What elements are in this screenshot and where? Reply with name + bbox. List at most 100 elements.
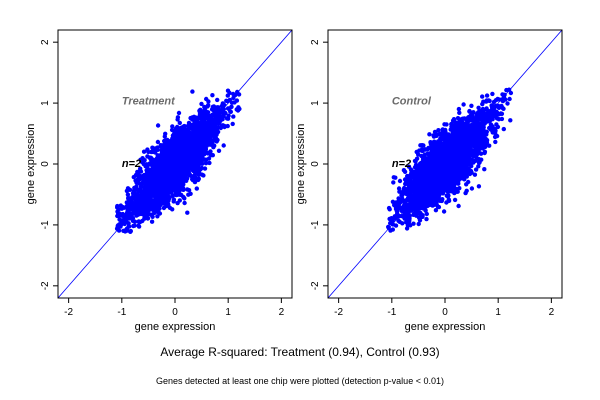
data-point (481, 99, 486, 104)
data-point (395, 205, 401, 210)
data-point (473, 167, 479, 172)
data-point (424, 211, 429, 217)
data-point (127, 187, 133, 192)
data-point (213, 108, 218, 113)
data-point (157, 211, 163, 216)
data-point (433, 163, 438, 168)
data-point (189, 133, 194, 138)
data-point (456, 106, 462, 112)
data-point (233, 92, 238, 98)
data-point (506, 87, 512, 92)
panel-label: Treatment (122, 95, 176, 107)
data-point (199, 126, 205, 131)
data-point (162, 138, 167, 144)
data-point (201, 133, 206, 138)
data-point (441, 209, 447, 214)
data-point (440, 191, 446, 196)
data-point (208, 128, 213, 133)
data-point (490, 91, 495, 97)
data-point (386, 225, 391, 230)
data-point (210, 153, 215, 158)
data-point (165, 147, 170, 152)
data-point (127, 204, 133, 210)
data-point (204, 125, 209, 130)
data-point (218, 109, 223, 114)
data-point (207, 160, 212, 166)
data-point (161, 201, 167, 206)
data-point (461, 158, 467, 163)
x-tick-label: -2 (64, 307, 73, 318)
data-point (184, 149, 189, 154)
data-point (149, 203, 154, 208)
data-point (457, 110, 462, 116)
data-point (480, 94, 485, 99)
data-point (161, 154, 166, 160)
data-point (172, 155, 177, 161)
data-point (127, 200, 132, 206)
data-point (508, 118, 513, 123)
data-point (229, 104, 234, 110)
data-point (201, 142, 206, 147)
data-point (190, 117, 195, 122)
data-point (215, 97, 220, 103)
data-point (136, 187, 141, 193)
data-point (170, 193, 175, 198)
data-point (139, 159, 145, 165)
data-point (412, 165, 418, 170)
data-point (132, 196, 138, 201)
data-point (465, 154, 470, 160)
data-point (444, 193, 449, 198)
data-point (419, 147, 425, 152)
data-point (139, 176, 145, 181)
y-tick-label: 2 (40, 39, 51, 45)
x-tick-label: 2 (279, 307, 285, 318)
data-point (150, 145, 155, 150)
data-point (163, 165, 168, 170)
data-point (467, 108, 472, 114)
data-point (438, 136, 443, 141)
data-point (190, 154, 196, 159)
data-point (482, 150, 487, 156)
data-point (155, 191, 160, 196)
data-point (201, 173, 206, 178)
data-point (418, 160, 424, 166)
data-point (214, 139, 219, 144)
data-point (454, 172, 460, 178)
data-point (431, 133, 436, 138)
data-point (418, 143, 423, 148)
data-point (428, 165, 433, 170)
data-point (431, 159, 437, 164)
data-point (181, 140, 186, 145)
data-point (204, 96, 209, 102)
data-point (137, 181, 142, 186)
data-point (141, 149, 147, 154)
data-point (125, 228, 130, 233)
data-point (206, 131, 212, 136)
data-point (177, 120, 182, 126)
data-point (215, 129, 221, 135)
data-point (418, 205, 424, 211)
data-point (172, 169, 178, 175)
data-point (155, 123, 161, 128)
data-point (136, 219, 141, 224)
data-point (202, 166, 208, 171)
data-point (204, 157, 209, 162)
data-point (194, 186, 199, 191)
data-point (221, 143, 226, 148)
data-point (484, 93, 490, 98)
data-point (145, 154, 150, 159)
data-point (149, 190, 155, 196)
data-point (228, 109, 233, 115)
data-point (202, 104, 207, 110)
data-point (486, 118, 492, 123)
data-point (412, 211, 417, 216)
data-point (173, 161, 178, 166)
data-point (121, 219, 126, 225)
data-point (149, 219, 155, 224)
data-point (453, 189, 458, 194)
data-point (157, 194, 163, 199)
data-point (165, 190, 170, 195)
data-point (164, 175, 170, 180)
data-point (176, 141, 181, 146)
data-point (497, 112, 502, 117)
